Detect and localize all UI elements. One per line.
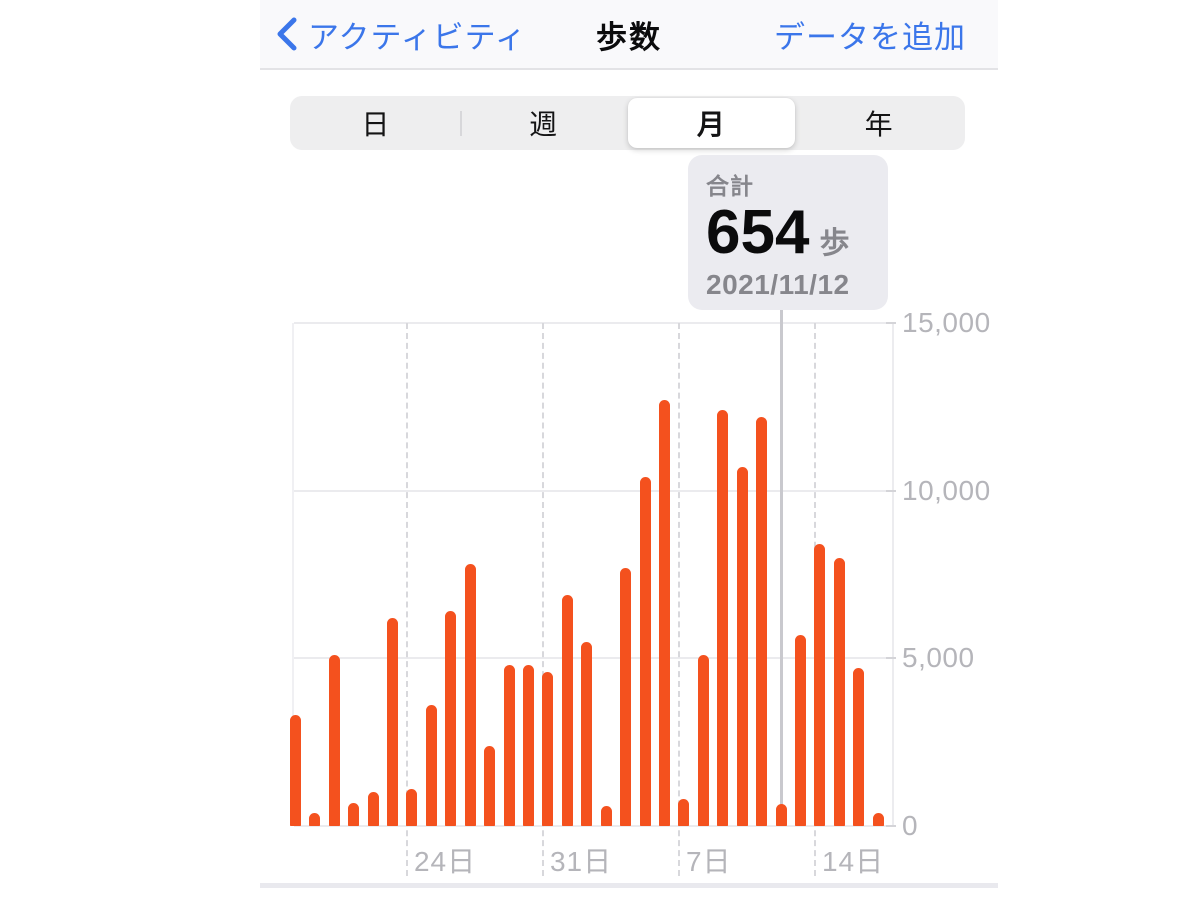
chart-bar-2021/10/19[interactable]: [309, 812, 321, 826]
chart-bar-2021/10/31[interactable]: [542, 671, 554, 826]
chart-bar-2021/11/16[interactable]: [853, 668, 865, 826]
tooltip-step-value: 654: [706, 198, 810, 267]
chart-bar-2021/11/07[interactable]: [678, 799, 690, 826]
x-axis-label-31日: 31日: [549, 846, 613, 877]
add-data-button[interactable]: データを追加: [774, 19, 966, 55]
chart-bar-2021/10/29[interactable]: [503, 665, 515, 826]
segment-週[interactable]: 週: [459, 98, 628, 148]
chart-bar-2021/11/08[interactable]: [697, 654, 709, 826]
chart-bar-2021/11/17[interactable]: [872, 812, 884, 826]
chart-bar-2021/11/12[interactable]: [775, 804, 787, 826]
x-axis-label-24日: 24日: [413, 846, 477, 877]
chart-bar-2021/10/25[interactable]: [425, 705, 437, 826]
chart-bar-2021/11/06[interactable]: [659, 400, 671, 826]
navigation-bar: アクティビティ 歩数 データを追加: [260, 0, 998, 70]
chart-bar-2021/11/05[interactable]: [639, 477, 651, 826]
y-tick-mark: [886, 825, 896, 827]
chart-bar-2021/10/22[interactable]: [367, 792, 379, 826]
plot-area: [292, 322, 894, 827]
y-tick-mark: [886, 489, 896, 492]
period-segmented-control: 日 週月 年: [290, 96, 965, 150]
chart-bar-2021/10/20[interactable]: [328, 654, 340, 826]
page-title: 歩数: [596, 19, 662, 55]
chart-bar-2021/11/15[interactable]: [833, 557, 845, 826]
gridline-week-31日: [541, 323, 544, 876]
chart-bar-2021/10/30[interactable]: [523, 665, 535, 826]
y-tick-mark: [886, 322, 896, 324]
y-axis-label-5000: 5,000: [902, 642, 975, 674]
health-app-steps-screen: アクティビティ 歩数 データを追加 日 週月 年 合計 654 歩 2021/11/…: [260, 0, 998, 888]
back-button-label: アクティビティ: [308, 19, 527, 55]
chart-bar-2021/10/26[interactable]: [445, 611, 457, 826]
tooltip-total-label: 合計: [706, 173, 754, 199]
chart-bar-2021/11/11[interactable]: [756, 416, 768, 826]
segment-月[interactable]: 月: [627, 98, 796, 148]
chart-bar-2021/10/28[interactable]: [484, 745, 496, 826]
y-axis-label-0: 0: [902, 810, 919, 841]
bottom-separator: [260, 883, 998, 888]
gridline-y-0: [294, 825, 892, 827]
gridline-y-10000: [294, 489, 892, 492]
x-axis-label-7日: 7日: [685, 846, 732, 877]
gridline-y-15000: [294, 322, 892, 324]
chart-bar-2021/11/14[interactable]: [814, 544, 826, 826]
chart-bar-2021/10/27[interactable]: [464, 564, 476, 826]
chart-bar-2021/10/23[interactable]: [387, 618, 399, 826]
gridline-week-24日: [405, 323, 408, 876]
segment-日[interactable]: 日: [361, 109, 391, 140]
y-axis-label-10000: 10,000: [902, 474, 991, 506]
back-chevron-icon: [277, 17, 297, 51]
chart-bar-2021/11/10[interactable]: [736, 467, 748, 826]
selection-tooltip: 合計 654 歩 2021/11/12: [688, 155, 888, 310]
selected-day-indicator-line: [779, 310, 783, 826]
chart-bar-2021/11/01[interactable]: [561, 594, 573, 826]
segment-divider: [459, 110, 462, 136]
chart-bar-2021/11/02[interactable]: [581, 641, 593, 826]
chart-bar-2021/11/09[interactable]: [717, 410, 729, 826]
x-axis-label-14日: 14日: [821, 846, 885, 877]
chart-bar-2021/11/04[interactable]: [620, 567, 632, 826]
gridline-y-5000: [294, 657, 892, 660]
steps-bar-chart: 0 5,000 10,000 15,000 24日 31日 7日 14日: [260, 0, 998, 888]
gridline-week-7日: [677, 323, 680, 876]
chart-bar-2021/10/24[interactable]: [406, 789, 418, 826]
segment-年[interactable]: 年: [864, 109, 894, 140]
y-axis-label-15000: 15,000: [902, 307, 991, 338]
tooltip-date: 2021/11/12: [706, 269, 850, 300]
tooltip-value-row: 654 歩: [706, 198, 870, 267]
chart-bar-2021/11/03[interactable]: [600, 805, 612, 826]
chart-bar-2021/11/13[interactable]: [795, 634, 807, 826]
tooltip-step-unit: 歩: [819, 227, 850, 260]
chart-bar-2021/10/21[interactable]: [348, 802, 360, 826]
chart-bar-2021/10/18[interactable]: [289, 715, 301, 826]
back-button[interactable]: アクティビティ: [276, 0, 527, 68]
y-tick-mark: [886, 657, 896, 660]
